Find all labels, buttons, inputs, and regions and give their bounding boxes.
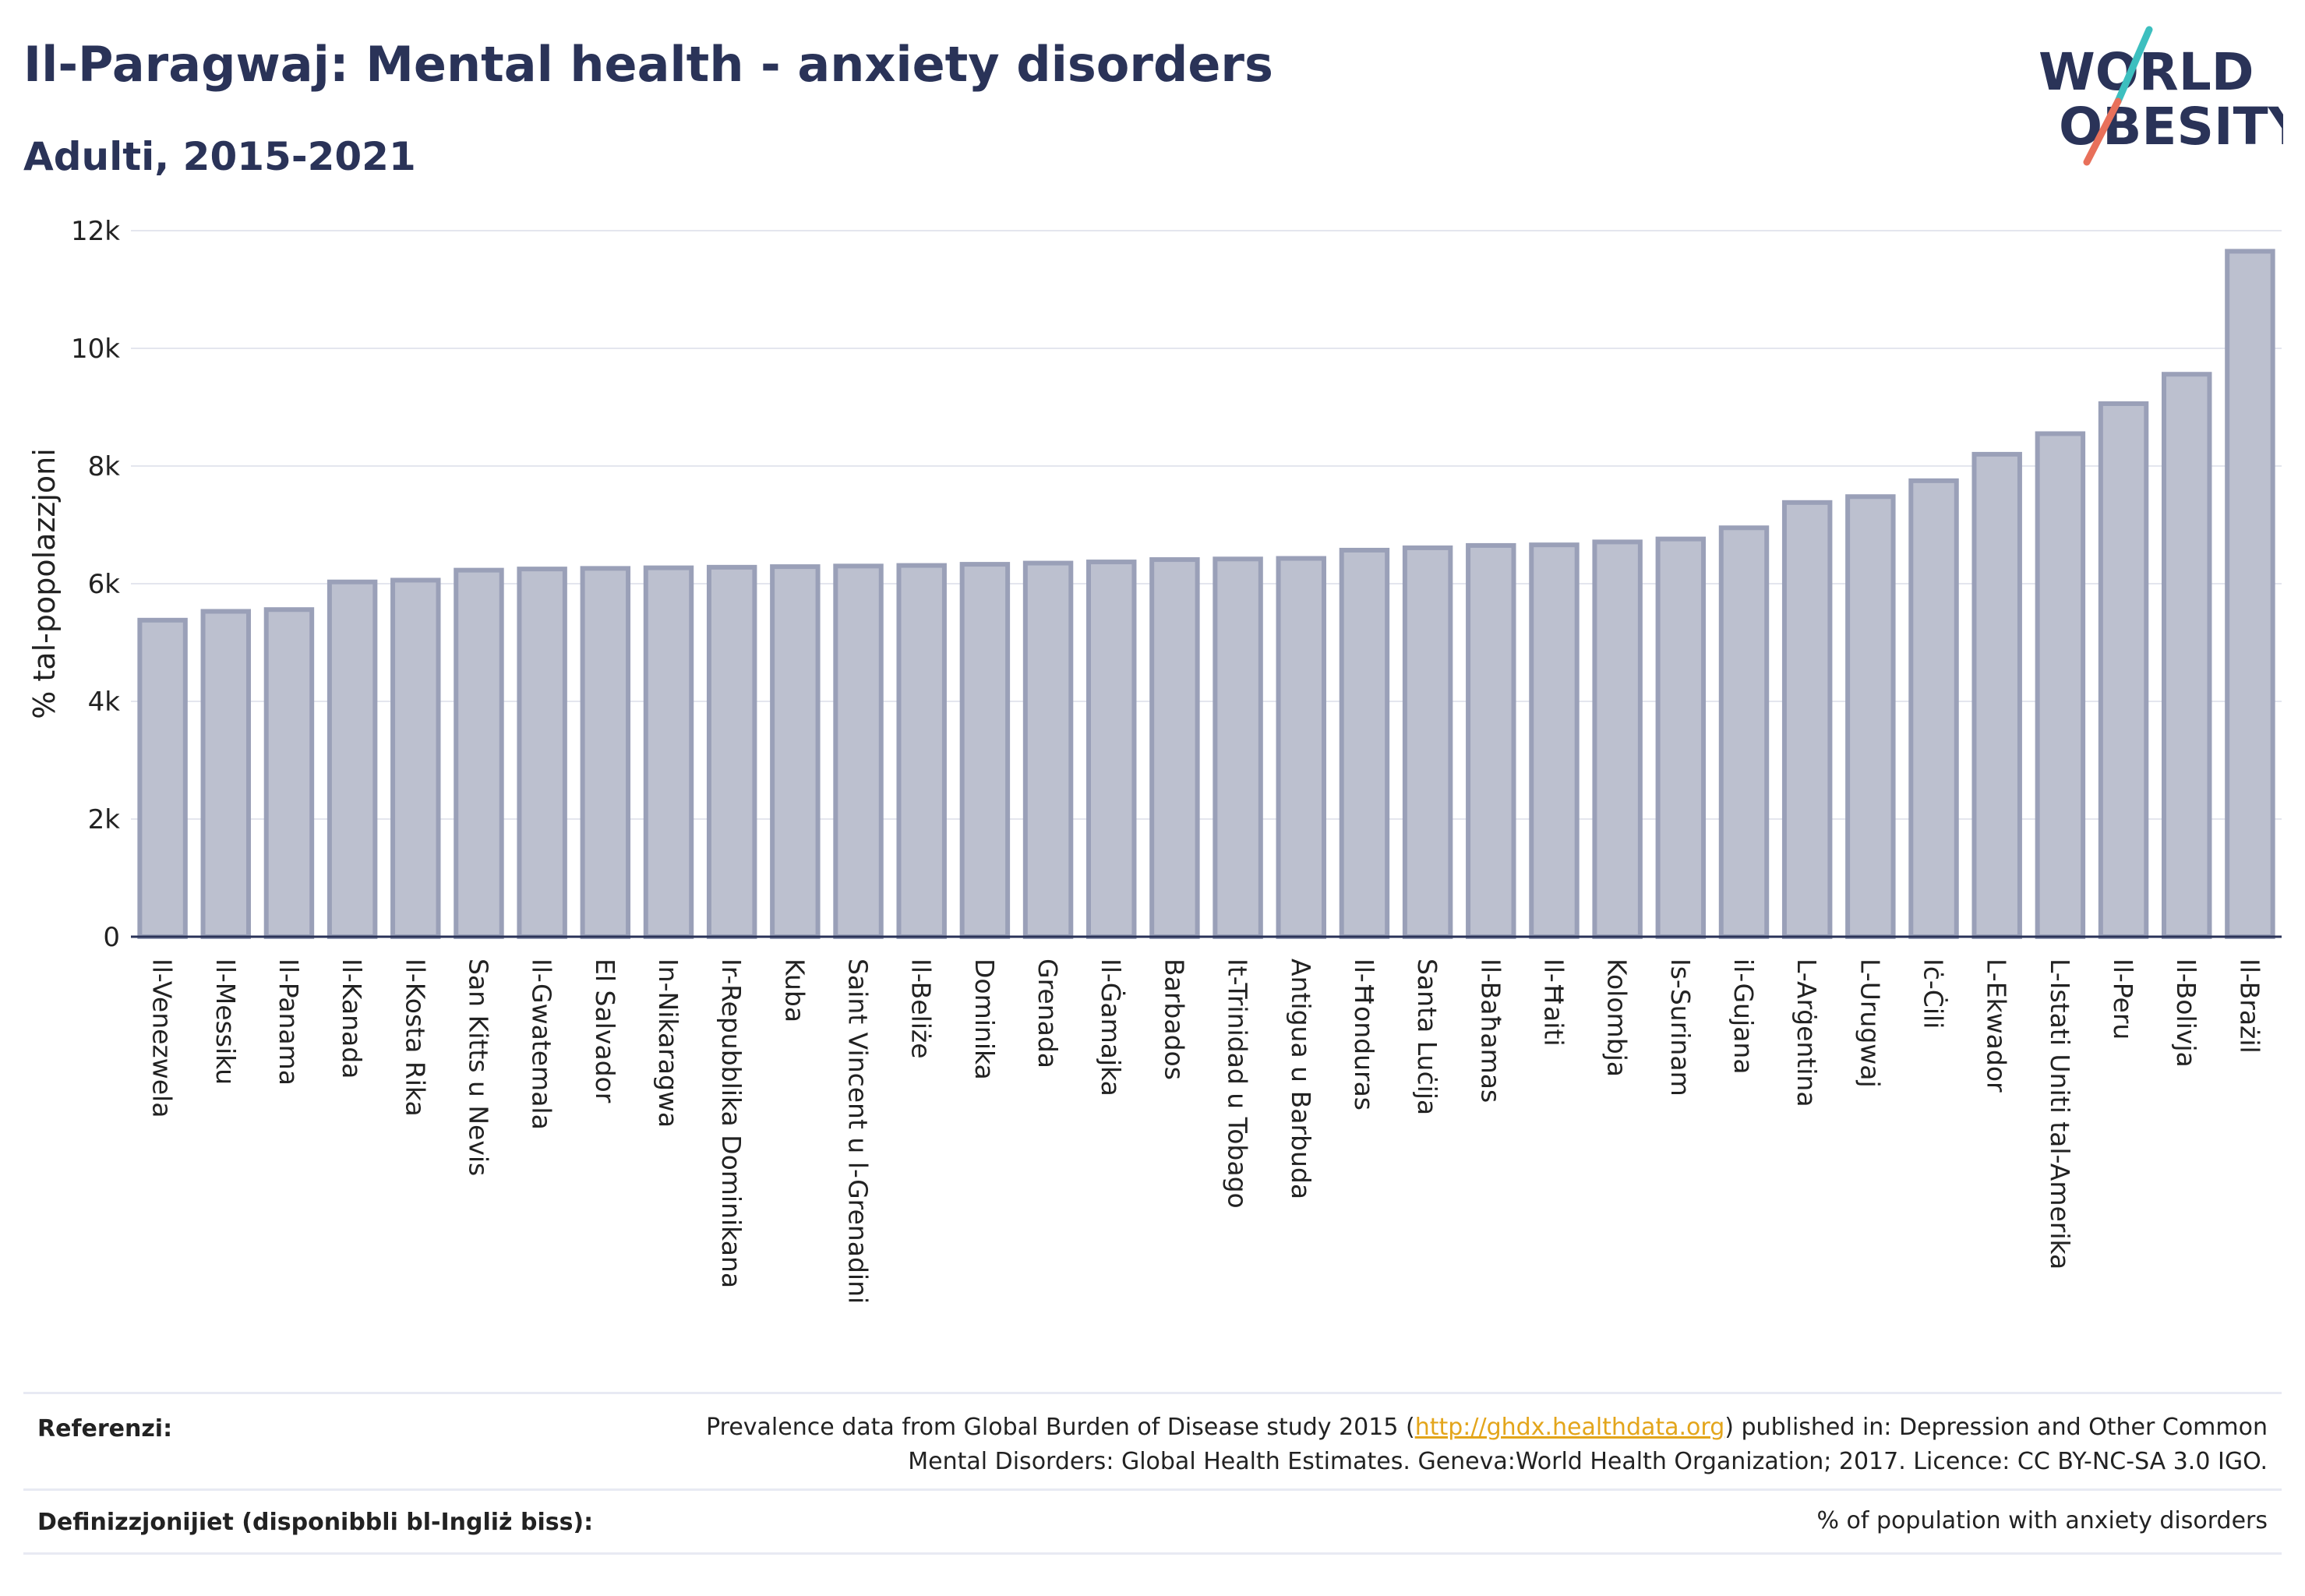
x-tick-label: Il-Ħonduras [1349, 959, 1379, 1110]
x-tick-label: Grenada [1032, 959, 1063, 1068]
bar [1276, 556, 1326, 939]
x-tick-label: Il-Baħamas [1475, 959, 1505, 1103]
y-tick-label: 4k [88, 687, 121, 718]
references-text-after: ) published in: Depression and Other Com… [1724, 1414, 2268, 1441]
bar [517, 567, 567, 939]
x-tick-label: L-Urugwaj [1855, 959, 1885, 1088]
bar [896, 563, 947, 939]
x-tick-label: L-Arġentina [1791, 959, 1822, 1107]
bar [1339, 547, 1390, 940]
bar [1529, 542, 1580, 939]
bar [2225, 249, 2275, 939]
bar [833, 563, 884, 939]
bar [1149, 557, 1200, 939]
bar [643, 565, 694, 939]
bar [1781, 500, 1833, 939]
references-text: Prevalence data from Global Burden of Di… [631, 1411, 2268, 1479]
bar [200, 609, 251, 939]
bar [1402, 545, 1453, 939]
x-tick-label: Santa Luċija [1412, 959, 1442, 1115]
references-label: Referenzi: [37, 1415, 173, 1442]
chart-title: Il-Paragwaj: Mental health - anxiety dis… [23, 36, 1273, 93]
x-tick-label: Saint Vincent u l-Grenadini [843, 959, 874, 1304]
bar [959, 562, 1011, 940]
footer-top-divider [23, 1392, 2282, 1394]
logo-line1: WORLD [2038, 42, 2254, 102]
bar [770, 564, 821, 939]
x-tick-label: Il-Gwatemala [527, 959, 557, 1130]
x-tick-label: il-Gujana [1728, 959, 1759, 1074]
footer: Referenzi: Prevalence data from Global B… [23, 1387, 2282, 1566]
x-tick-label: Dominika [969, 959, 1000, 1080]
bar [1213, 556, 1263, 939]
bar [2162, 372, 2212, 940]
x-tick-label: L-Ekwador [1982, 959, 2012, 1093]
references-link[interactable]: http://ghdx.healthdata.org [1414, 1414, 1725, 1441]
x-tick-label: Il-Panama [274, 959, 304, 1086]
x-tick-label: Il-Brażil [2234, 959, 2264, 1054]
x-tick-label: El Salvador [590, 959, 620, 1103]
logo-slash-teal [2114, 26, 2153, 105]
x-tick-label: Il-Kanada [337, 959, 367, 1079]
bar [327, 579, 378, 939]
chart-subtitle: Adulti, 2015-2021 [23, 134, 416, 179]
definitions-text: % of population with anxiety disorders [1816, 1507, 2268, 1534]
x-tick-label: Il-Kosta Rika [400, 959, 430, 1117]
x-tick-label: Il-Messiku [210, 959, 241, 1085]
x-tick-label: Ir-Repubblika Dominikana [716, 959, 747, 1288]
bar [2098, 401, 2149, 939]
y-tick-label: 10k [71, 334, 120, 365]
bar [1655, 536, 1707, 939]
x-tick-label: Il-Beliże [906, 959, 937, 1059]
x-tick-label: Il-Bolivja [2171, 959, 2201, 1068]
bar [1908, 478, 1959, 939]
x-tick-label: Il-Venezwela [147, 959, 178, 1118]
y-tick-label: 2k [88, 804, 121, 835]
x-tick-label: Antigua u Barbuda [1286, 959, 1316, 1199]
bar [1971, 451, 2022, 939]
x-tick-label: Il-Ħaiti [1538, 959, 1569, 1047]
bar [137, 617, 188, 939]
x-tick-label: Kolombja [1602, 959, 1633, 1077]
x-tick-label: In-Nikaragwa [653, 959, 683, 1128]
x-tick-label: Barbados [1159, 959, 1189, 1080]
bar-chart: 0 2k 4k 6k 8k 10k 12k % tal-popolazzjoni Il-Vene… [27, 216, 2282, 1304]
bar [1466, 542, 1516, 939]
x-tick-label: Il-Peru [2108, 959, 2138, 1040]
y-tick-label: 6k [88, 569, 121, 600]
bar [1718, 525, 1770, 939]
bar [454, 567, 504, 939]
world-obesity-logo: WORLD OBESITY [2038, 26, 2283, 166]
x-tick-label: It-Trinidad u Tobago [1223, 959, 1253, 1209]
x-tick-label: Il-Ġamajka [1096, 959, 1127, 1096]
definitions-label: Definizzjonijiet (disponibbli bl-Ingliż … [37, 1509, 594, 1536]
bar [1086, 560, 1137, 939]
y-tick-label: 12k [71, 216, 120, 247]
logo-slash-coral [2083, 97, 2122, 166]
footer-mid-divider [23, 1488, 2282, 1491]
bar [390, 577, 441, 939]
bar [1845, 494, 1896, 939]
x-tick-label: San Kitts u Nevis [463, 959, 493, 1176]
bar [1022, 560, 1074, 939]
bar [580, 566, 631, 939]
x-tick-label: L-Istati Uniti tal-Amerika [2045, 959, 2075, 1269]
bar [2035, 431, 2086, 939]
x-tick-label: Iċ-Ċili [1918, 959, 1950, 1029]
y-tick-label: 8k [88, 451, 121, 482]
bar [1592, 539, 1643, 940]
footer-bottom-divider [23, 1552, 2282, 1555]
references-line2: Mental Disorders: Global Health Estimate… [908, 1448, 2268, 1475]
y-axis-title: % tal-popolazzjoni [27, 448, 62, 719]
y-tick-label: 0 [103, 922, 120, 953]
bar [263, 607, 315, 939]
x-tick-label: Kuba [779, 959, 810, 1022]
bar [706, 564, 757, 939]
references-text-before: Prevalence data from Global Burden of Di… [706, 1414, 1415, 1441]
x-tick-label: Is-Surinam [1665, 959, 1696, 1096]
